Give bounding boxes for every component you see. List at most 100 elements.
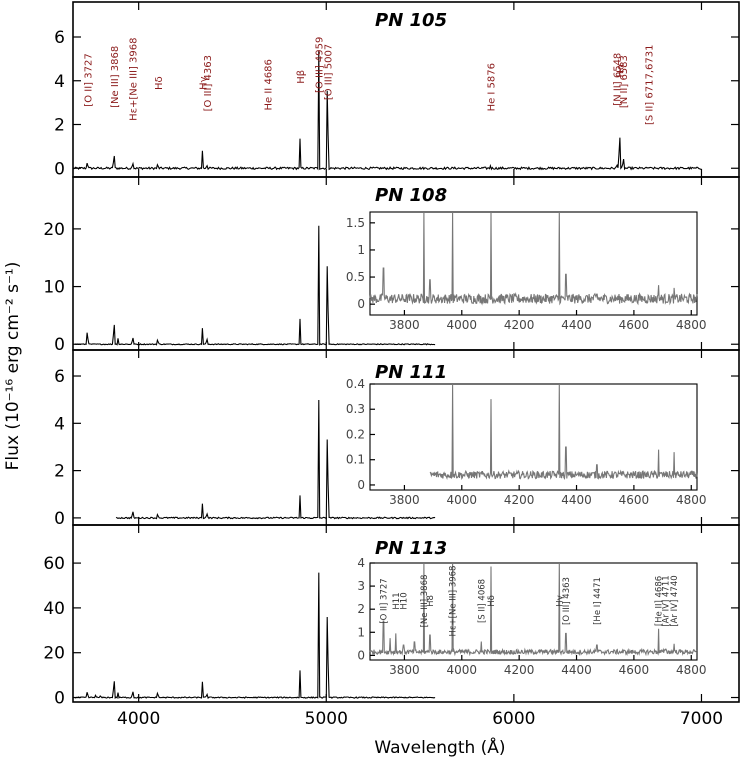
inset-line-label: Hε+[Ne III] 3968 [449, 566, 459, 637]
inset-line-label: [Ar IV] 4711 [662, 575, 672, 626]
y-axis-label: Flux (10⁻¹⁶ erg cm⁻² s⁻¹) [3, 262, 23, 471]
inset-line-label: H10 [400, 592, 410, 609]
line-label: [N II] 6548 [613, 53, 624, 106]
inset-y-tick-label: 1 [357, 243, 365, 257]
inset-x-tick-label: 4000 [447, 493, 478, 507]
inset-x-tick-label: 4600 [619, 318, 650, 332]
inset-x-tick-label: 4400 [561, 663, 592, 677]
inset-y-tick-label: 3 [357, 579, 365, 593]
inset-x-tick-label: 3800 [389, 663, 420, 677]
inset-line-label: [S II] 4068 [477, 579, 487, 623]
inset-spectrum-line [429, 383, 698, 480]
x-tick-label: 6000 [492, 709, 535, 729]
line-label: [O III] 5007 [324, 44, 335, 100]
inset-x-tick-label: 4600 [619, 493, 650, 507]
inset-line-label: [Ar IV] 4740 [670, 575, 680, 626]
panel-1: 0 2 4 6 PN 105 [O II] 3727 [Ne III] 3868 Hε+[Ne… [54, 1, 740, 179]
inset-x-tick-label: 4000 [447, 663, 478, 677]
x-tick-label: 7000 [680, 709, 723, 729]
y-tick-label: 6 [54, 28, 65, 48]
inset-y-tick-label: 1.5 [346, 216, 365, 230]
inset-y-tick-label: 0 [357, 648, 365, 662]
y-tick-label: 20 [43, 644, 65, 664]
inset-line-label: Hγ [555, 595, 565, 606]
y-tick-label: 4 [54, 414, 65, 434]
inset-y-tick-label: 0.4 [346, 377, 365, 391]
line-label: [N II] 6583 [619, 55, 630, 108]
inset-line-label: [O II] 3727 [380, 578, 390, 623]
spectrum-line [72, 51, 702, 171]
inset-x-tick-label: 4200 [504, 318, 535, 332]
inset-line-label: H8 [426, 595, 436, 607]
line-label: Hδ [154, 76, 165, 90]
y-tick-label: 10 [43, 278, 65, 298]
panel-frame [72, 524, 740, 703]
inset-y-tick-label: 1 [357, 625, 365, 639]
panels-group: 0 2 4 6 PN 105 [O II] 3727 [Ne III] 3868 Hε+[Ne… [43, 1, 740, 729]
line-label: Hβ [296, 70, 307, 84]
y-tick-label: 60 [43, 554, 65, 574]
panel-title: PN 111 [375, 362, 447, 383]
inset-spectrum-line [369, 211, 698, 306]
inset-x-tick-label: 4400 [561, 318, 592, 332]
line-label: [Ne III] 3868 [110, 46, 121, 108]
x-tick-label: 5000 [305, 709, 348, 729]
panel-3: 0 2 4 6 PN 111 0 0.1 0.2 0.3 0.4 3800 4000 4200 4400 4… [54, 349, 740, 529]
y-tick-label: 0 [54, 159, 65, 179]
inset-line-label: [O III] 4363 [562, 577, 572, 625]
inset-line-label: [He II] 4686 [655, 576, 665, 626]
y-tick-label: 40 [43, 599, 65, 619]
inset-x-tick-label: 4200 [504, 493, 535, 507]
inset-y-tick-label: 0.3 [346, 402, 365, 416]
inset-y-tick-label: 0.5 [346, 270, 365, 284]
inset-x-tick-label: 4200 [504, 663, 535, 677]
inset-line-label: Hδ [487, 595, 497, 607]
panel-title: PN 108 [375, 185, 447, 206]
inset-y-tick-label: 0 [357, 297, 365, 311]
inset-x-tick-label: 4800 [676, 663, 707, 677]
y-tick-label: 20 [43, 220, 65, 240]
inset-spectrum-line [369, 562, 698, 657]
y-tick-label: 6 [54, 367, 65, 387]
line-label: [O III] 4363 [203, 55, 214, 111]
inset-line-label: H11 [392, 592, 402, 609]
inset-y-tick-label: 0.1 [346, 453, 365, 467]
x-tick-label: 4000 [117, 709, 160, 729]
spectrum-line [74, 225, 436, 346]
y-tick-label: 0 [54, 509, 65, 529]
inset-x-tick-label: 3800 [389, 493, 420, 507]
line-label: Hγ [198, 76, 209, 90]
y-tick-label: 0 [54, 689, 65, 709]
line-label: He II 4686 [263, 59, 274, 110]
y-tick-label: 2 [54, 116, 65, 136]
panel-2: 0 10 20 PN 108 0 0.5 1 1.5 3800 4000 4200 4400 4600 4… [43, 176, 740, 355]
y-tick-label: 4 [54, 72, 65, 92]
inset-line-label: [Ne III] 3868 [420, 575, 430, 628]
inset-y-tick-label: 4 [357, 556, 365, 570]
y-tick-label: 0 [54, 335, 65, 355]
inset-y-tick-label: 0 [357, 478, 365, 492]
inset-x-tick-label: 3800 [389, 318, 420, 332]
inset-y-tick-label: 0.2 [346, 427, 365, 441]
inset-3: 0 0.1 0.2 0.3 0.4 3800 4000 4200 4400 4600 4800 [346, 377, 707, 507]
inset-x-tick-label: 4800 [676, 493, 707, 507]
line-label: Hα [616, 63, 627, 78]
inset-x-tick-label: 4400 [561, 493, 592, 507]
panel-4: 0 20 40 60 4000 5000 6000 7000 PN 113 0 1 2 3 4 3800 40… [43, 524, 740, 729]
line-label: He I 5876 [487, 63, 498, 111]
y-tick-label: 2 [54, 462, 65, 482]
line-label: [O III] 4959 [315, 37, 326, 93]
line-label: [S II] 6717,6731 [644, 45, 655, 125]
line-label: [O II] 3727 [83, 53, 94, 106]
line-label: Hε+[Ne III] 3968 [129, 37, 140, 120]
inset-x-tick-label: 4800 [676, 318, 707, 332]
inset-x-tick-label: 4000 [447, 318, 478, 332]
inset-line-label: [He I] 4471 [593, 577, 603, 625]
spectrum-line [74, 572, 436, 700]
panel-title: PN 105 [375, 10, 447, 31]
inset-y-tick-label: 2 [357, 602, 365, 616]
panel-title: PN 113 [375, 538, 447, 559]
inset-x-tick-label: 4600 [619, 663, 650, 677]
